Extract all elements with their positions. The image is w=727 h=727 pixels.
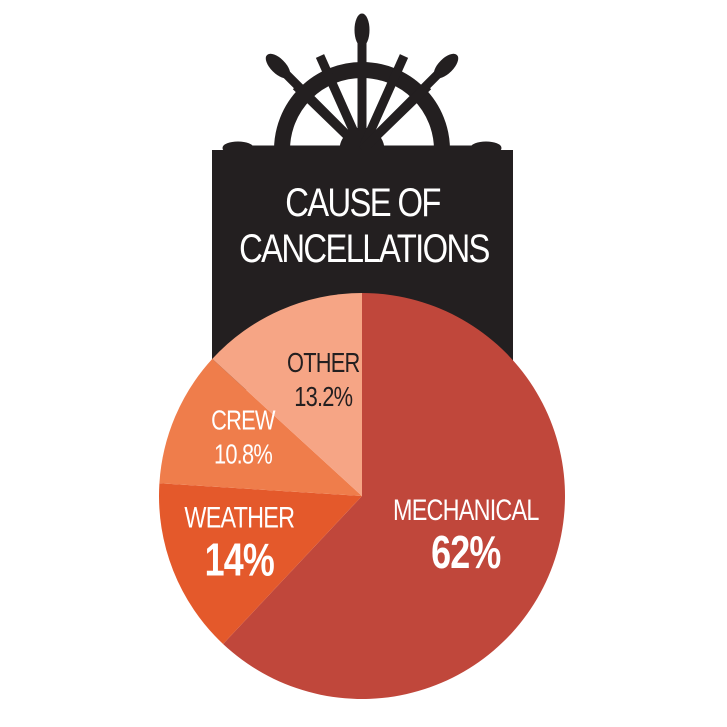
pie-slice: [212, 293, 362, 496]
pie-slice: [159, 358, 362, 496]
chart-title: CAUSE OF CANCELLATIONS: [239, 181, 490, 271]
value-label: 14%: [205, 534, 275, 585]
slice-label: WEATHER: [184, 501, 294, 534]
slice-label: MECHANICAL: [393, 493, 539, 526]
value-label: 13.2%: [294, 382, 352, 413]
value-label: 10.8%: [214, 439, 272, 470]
slice-label: CREW: [211, 405, 276, 436]
pie-slice: [223, 293, 565, 699]
slice-label: OTHER: [287, 348, 360, 379]
pie-slice: [158, 483, 362, 644]
value-label: 62%: [431, 527, 501, 578]
